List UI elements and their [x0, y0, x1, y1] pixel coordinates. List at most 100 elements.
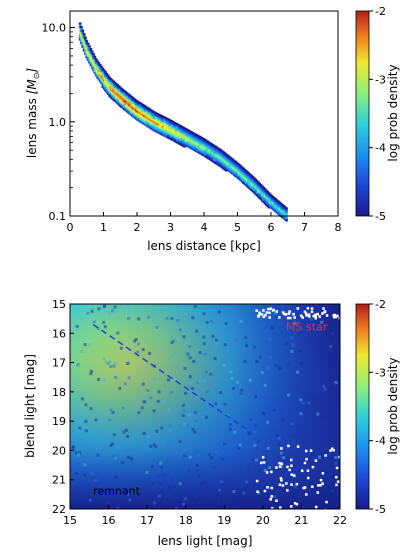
empty-cell: [290, 473, 293, 476]
heat-cell: [192, 428, 195, 431]
heat-cell: [333, 383, 336, 386]
empty-cell: [312, 466, 315, 469]
heat-cell: [189, 375, 192, 378]
empty-cell: [269, 498, 272, 501]
heat-cell: [331, 377, 334, 380]
empty-cell: [337, 480, 340, 483]
heat-cell: [220, 480, 223, 483]
top-heat-cell: [79, 22, 82, 24]
heat-cell: [173, 484, 176, 487]
heat-cell: [191, 316, 194, 319]
empty-cell: [275, 466, 278, 469]
heat-cell: [152, 482, 155, 485]
empty-cell: [278, 462, 281, 465]
heat-cell: [235, 339, 238, 342]
heat-cell: [266, 450, 269, 453]
heat-cell: [245, 344, 248, 347]
heat-cell: [100, 458, 103, 461]
heat-cell: [236, 381, 239, 384]
heat-cell: [267, 367, 270, 370]
bottom-y-tick-label: 17: [52, 357, 66, 370]
heat-cell: [160, 427, 163, 430]
top-x-tick-label: 3: [167, 221, 174, 234]
empty-cell: [293, 316, 296, 319]
empty-cell: [300, 315, 303, 318]
top-heat-cell: [81, 30, 84, 32]
heat-cell: [170, 451, 173, 454]
heat-cell: [146, 389, 149, 392]
heat-cell: [275, 315, 278, 318]
heat-cell: [115, 476, 118, 479]
heat-cell: [182, 500, 185, 503]
heat-cell: [191, 387, 194, 390]
heat-cell: [215, 450, 218, 453]
empty-cell: [276, 310, 279, 313]
empty-cell: [288, 469, 291, 472]
empty-cell: [317, 313, 320, 316]
heat-cell: [152, 310, 155, 313]
heat-cell: [203, 342, 206, 345]
bottom-y-tick-label: 21: [52, 474, 66, 487]
heat-cell: [182, 404, 185, 407]
heat-cell: [153, 501, 156, 504]
top-heat-cell: [84, 37, 87, 39]
heat-cell: [75, 472, 78, 475]
heat-cell: [313, 439, 316, 442]
heat-cell: [111, 443, 114, 446]
bottom-y-axis-label: blend light [mag]: [23, 354, 37, 458]
bottom-x-tick-label: 17: [140, 514, 154, 527]
heat-cell: [145, 471, 148, 474]
empty-cell: [311, 311, 314, 314]
heat-cell: [142, 383, 145, 386]
heat-cell: [108, 311, 111, 314]
heat-cell: [105, 361, 108, 364]
heat-cell: [208, 453, 211, 456]
empty-cell: [270, 495, 273, 498]
heat-cell: [252, 458, 255, 461]
heat-cell: [232, 490, 235, 493]
colorbar-tick-label: -5: [375, 210, 386, 223]
heat-cell: [268, 466, 271, 469]
heat-cell: [179, 328, 182, 331]
heat-cell: [317, 488, 320, 491]
heat-cell: [157, 475, 160, 478]
heat-cell: [224, 403, 227, 406]
top-heat-cell: [92, 53, 95, 55]
heat-cell: [96, 454, 99, 457]
empty-cell: [290, 483, 293, 486]
heat-cell: [292, 343, 295, 346]
heat-cell: [189, 456, 192, 459]
bottom-y-tick-label: 19: [52, 415, 66, 428]
heat-cell: [334, 462, 337, 465]
colorbar-tick-label: -3: [375, 366, 386, 379]
empty-cell: [287, 445, 290, 448]
heat-cell: [194, 494, 197, 497]
heat-cell: [182, 503, 185, 506]
heat-cell: [254, 395, 257, 398]
empty-cell: [263, 461, 266, 464]
empty-cell: [315, 459, 318, 462]
empty-cell: [322, 307, 325, 310]
heat-cell: [275, 481, 278, 484]
heat-cell: [262, 411, 265, 414]
heat-cell: [192, 360, 195, 363]
heat-cell: [137, 411, 140, 414]
heat-cell: [311, 456, 314, 459]
heat-cell: [153, 409, 156, 412]
heat-cell: [205, 416, 208, 419]
heat-cell: [302, 402, 305, 405]
heat-cell: [133, 340, 136, 343]
empty-cell: [308, 313, 311, 316]
top-heat-cell: [91, 51, 94, 53]
bottom-y-tick-label: 16: [52, 327, 66, 340]
heat-cell: [203, 312, 206, 315]
heat-cell: [290, 336, 293, 339]
heat-cell: [276, 434, 279, 437]
heat-cell: [199, 351, 202, 354]
heat-cell: [326, 401, 329, 404]
heat-cell: [225, 322, 228, 325]
heat-cell: [168, 424, 171, 427]
heat-cell: [170, 478, 173, 481]
heat-cell: [170, 354, 173, 357]
empty-cell: [281, 463, 284, 466]
